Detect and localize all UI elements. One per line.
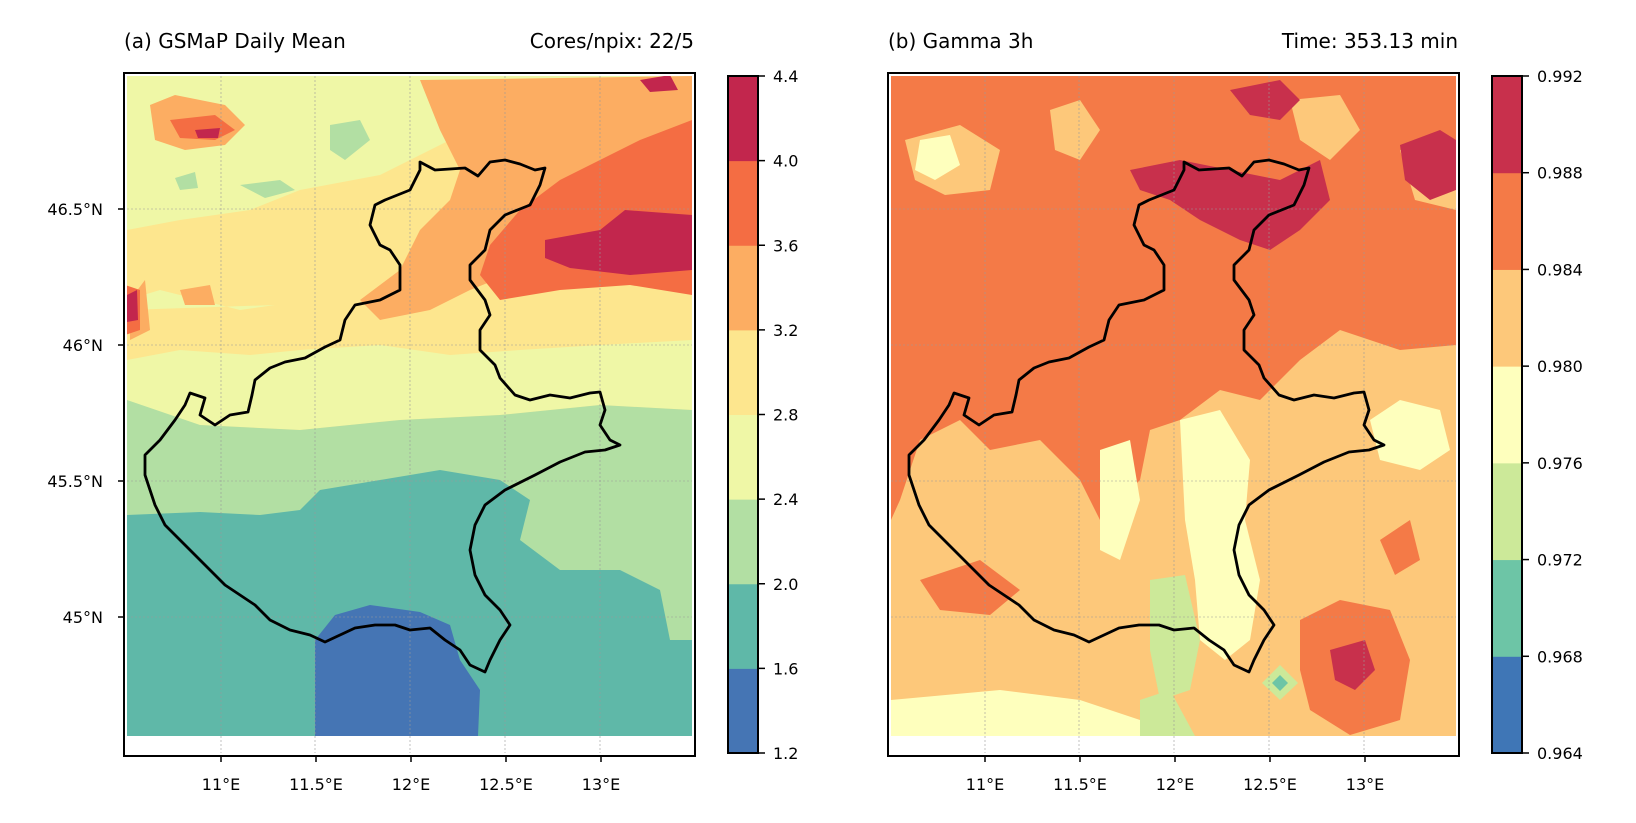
x-tick-label: 12°E (392, 775, 430, 794)
y-tick-label: 45°N (63, 608, 103, 627)
x-tick-label: 11.5°E (1053, 775, 1107, 794)
colorbar-tick-label: 1.6 (773, 659, 798, 678)
colorbar-tick-label: 0.992 (1537, 67, 1583, 86)
colorbar-segment (1492, 269, 1522, 367)
panel-a-subtitle: Cores/npix: 22/5 (530, 29, 694, 53)
colorbar-tick-label: 2.4 (773, 490, 798, 509)
colorbar-tick-label: 0.976 (1537, 454, 1583, 473)
colorbar-segment (1492, 656, 1522, 754)
colorbar-segment (1492, 559, 1522, 657)
colorbar-segment (728, 499, 758, 585)
colorbar-tick-label: 0.972 (1537, 551, 1583, 570)
x-tick-label: 12.5°E (1243, 775, 1297, 794)
colorbar-tick-label: 2.0 (773, 575, 798, 594)
colorbar-tick-label: 4.4 (773, 67, 798, 86)
panel-a: (a) GSMaP Daily Mean Cores/npix: 22/5 (47, 29, 696, 794)
colorbar-segment (728, 329, 758, 415)
colorbar-tick-label: 3.6 (773, 236, 798, 255)
panel-a-title: (a) GSMaP Daily Mean (124, 29, 346, 53)
colorbar-tick-label: 0.988 (1537, 164, 1583, 183)
panel-b-frame (887, 72, 1460, 757)
x-tick-label: 11°E (202, 775, 240, 794)
x-tick-label: 12.5°E (479, 775, 533, 794)
colorbar-tick-label: 3.2 (773, 321, 798, 340)
region-outline (143, 158, 622, 674)
x-tick-label: 11°E (966, 775, 1004, 794)
colorbar-segment (1492, 76, 1522, 174)
colorbar-b: 0.964 0.968 0.972 0.976 0.980 0.984 0.988 0.992 (1491, 67, 1583, 763)
colorbar-segment (728, 245, 758, 331)
colorbar-segment (728, 668, 758, 754)
colorbar-segment (728, 76, 758, 162)
y-tick-label: 45.5°N (47, 472, 103, 491)
x-tick-label: 13°E (1346, 775, 1384, 794)
x-tick-label: 13°E (582, 775, 620, 794)
panel-b-field (891, 76, 1456, 753)
colorbar-segment (728, 583, 758, 669)
panel-b-title: (b) Gamma 3h (888, 29, 1033, 53)
y-tick-label: 46.5°N (47, 200, 103, 219)
x-tick-label: 11.5°E (289, 775, 343, 794)
colorbar-a: 1.2 1.6 2.0 2.4 2.8 3.2 3.6 4.0 4.4 (727, 67, 798, 763)
panel-a-frame (123, 72, 696, 757)
colorbar-tick-label: 0.964 (1537, 744, 1583, 763)
panel-b: (b) Gamma 3h Time: 353.13 min (887, 29, 1460, 794)
panel-a-field (127, 76, 692, 753)
panel-b-x-axis: 11°E 11.5°E 12°E 12.5°E 13°E (966, 756, 1384, 794)
colorbar-tick-label: 1.2 (773, 744, 798, 763)
colorbar-segment (1492, 366, 1522, 464)
panel-a-x-axis: 11°E 11.5°E 12°E 12.5°E 13°E (202, 756, 620, 794)
region-outline (907, 158, 1386, 674)
colorbar-tick-label: 2.8 (773, 406, 798, 425)
colorbar-segment (1492, 172, 1522, 270)
panel-b-subtitle: Time: 353.13 min (1281, 29, 1458, 53)
panel-a-y-axis: 46.5°N 46°N 45.5°N 45°N (47, 200, 124, 627)
colorbar-segment (728, 160, 758, 246)
colorbar-tick-label: 0.984 (1537, 260, 1583, 279)
colorbar-tick-label: 0.968 (1537, 647, 1583, 666)
colorbar-tick-label: 4.0 (773, 152, 798, 171)
x-tick-label: 12°E (1156, 775, 1194, 794)
y-tick-label: 46°N (63, 336, 103, 355)
colorbar-tick-label: 0.980 (1537, 357, 1583, 376)
colorbar-segment (1492, 462, 1522, 561)
colorbar-segment (728, 414, 758, 500)
